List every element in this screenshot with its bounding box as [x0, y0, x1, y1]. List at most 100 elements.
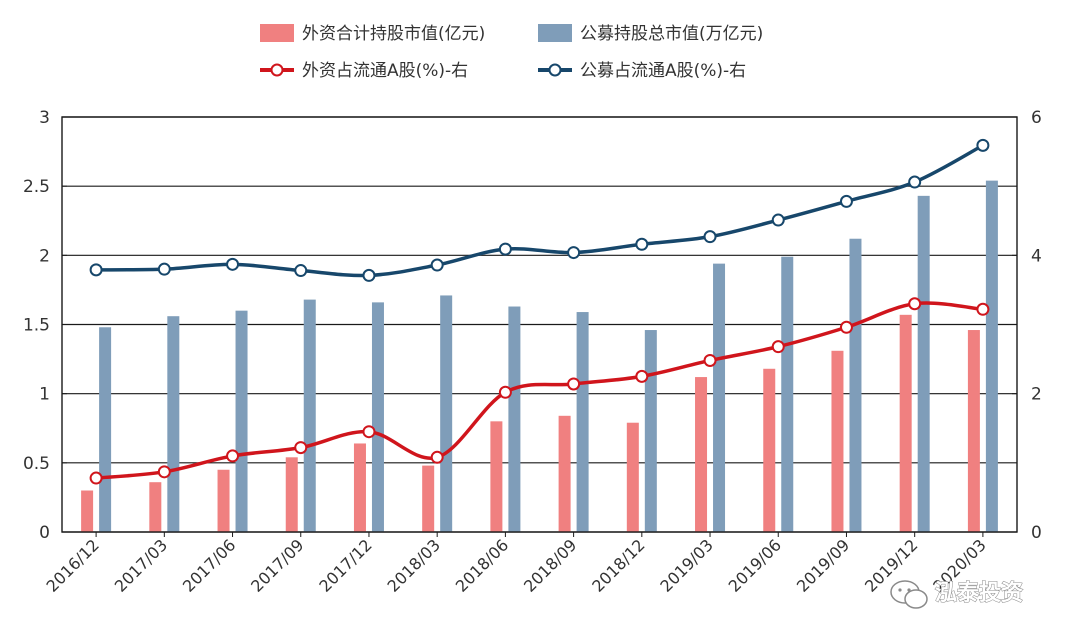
bar-foreign: [763, 368, 776, 532]
line-point: [567, 246, 581, 260]
bar-foreign: [149, 482, 162, 532]
line-point: [226, 449, 240, 463]
line-point: [908, 175, 922, 189]
bar-fund: [235, 310, 248, 532]
line-point: [703, 353, 717, 367]
bar-foreign: [422, 465, 435, 532]
legend-label: 外资合计持股市值(亿元): [302, 24, 485, 44]
y2-tick-label: 6: [1031, 108, 1042, 128]
watermark: 泓泰投资: [890, 580, 1024, 609]
x-tick-label: 2019/03: [656, 535, 716, 595]
line-point: [89, 263, 103, 277]
x-tick-label: 2017/06: [179, 535, 239, 595]
bar-fund: [781, 256, 794, 532]
line-point: [430, 450, 444, 464]
bar-foreign: [967, 330, 980, 532]
line-point: [635, 369, 649, 383]
x-tick-label: 2017/03: [111, 535, 171, 595]
gridlines: [62, 116, 1017, 533]
line-point: [362, 425, 376, 439]
y-tick-label: 3: [39, 108, 50, 128]
y2-tick-label: 4: [1031, 246, 1042, 266]
line-point: [908, 297, 922, 311]
line-point: [89, 471, 103, 485]
wechat-icon: [890, 580, 928, 609]
bar-foreign: [81, 490, 94, 532]
line-point: [703, 230, 717, 244]
y-axis-right: 0 2 4 6: [1012, 108, 1042, 543]
watermark-text: 泓泰投资: [935, 581, 1023, 606]
line-point: [839, 320, 853, 334]
y-tick-label: 2: [39, 246, 50, 266]
x-tick-label: 2018/12: [588, 535, 648, 595]
line-point: [839, 194, 853, 208]
bar-foreign: [831, 350, 844, 532]
legend-label: 外资占流通A股(%)-右: [302, 61, 468, 81]
x-tick-label: 2019/09: [793, 535, 853, 595]
bar-foreign: [899, 314, 912, 532]
bar-fund: [303, 299, 316, 532]
x-tick-label: 2018/03: [384, 535, 444, 595]
x-tick-label: 2017/09: [247, 535, 307, 595]
x-tick-label: 2019/06: [725, 535, 785, 595]
line-point: [294, 441, 308, 455]
line-point: [498, 242, 512, 256]
line-point: [635, 237, 649, 251]
bar-fund: [440, 295, 453, 532]
bar-foreign: [490, 421, 503, 532]
line-point: [771, 213, 785, 227]
bar-fund: [985, 180, 998, 532]
bar-fund: [576, 312, 589, 532]
line-point: [567, 377, 581, 391]
line-point: [157, 262, 171, 276]
legend: 外资合计持股市值(亿元) 公募持股总市值(万亿元) 外资占流通A股(%)-右 公募占流…: [260, 24, 763, 81]
line-point: [226, 257, 240, 271]
y-tick-label: 0.5: [23, 454, 50, 474]
legend-swatch-marker: [548, 63, 562, 77]
bar-foreign: [626, 422, 639, 532]
bar-foreign: [695, 377, 708, 532]
y-tick-label: 0: [39, 523, 50, 543]
line-point: [771, 340, 785, 354]
bar-foreign: [353, 443, 366, 532]
y-axis-left: 0 0.5 1 1.5 2 2.5 3: [23, 108, 67, 543]
legend-label: 公募占流通A股(%)-右: [580, 61, 746, 81]
line-point: [362, 268, 376, 282]
y2-tick-label: 2: [1031, 385, 1042, 405]
bar-fund: [167, 316, 180, 532]
line-point: [976, 138, 990, 152]
x-tick-label: 2018/09: [520, 535, 580, 595]
line-point: [430, 258, 444, 272]
bar-fund: [644, 330, 657, 532]
bar-foreign: [558, 415, 571, 532]
series-line-foreign: [95, 301, 984, 480]
x-axis: 2016/12 2017/03 2017/06 2017/09 2017/12 2018/…: [43, 532, 990, 596]
y-tick-label: 2.5: [23, 177, 50, 197]
bar-fund: [99, 327, 112, 532]
x-tick-label: 2016/12: [43, 535, 103, 595]
bar-fund: [849, 238, 862, 532]
bar-fund: [508, 306, 521, 532]
lines-layer: [89, 138, 990, 485]
legend-swatch-marker: [270, 63, 284, 77]
bar-foreign: [217, 469, 230, 532]
x-tick-label: 2017/12: [315, 535, 375, 595]
bar-fund: [917, 195, 930, 532]
line-point: [976, 302, 990, 316]
bar-foreign: [285, 457, 298, 532]
line-point: [157, 465, 171, 479]
bar-fund: [371, 302, 384, 532]
bars-layer: [81, 180, 998, 532]
line-point: [294, 264, 308, 278]
line-point: [498, 385, 512, 399]
y-tick-label: 1.5: [23, 316, 50, 336]
y-tick-label: 1: [39, 385, 50, 405]
x-tick-label: 2018/06: [452, 535, 512, 595]
legend-label: 公募持股总市值(万亿元): [580, 24, 763, 44]
legend-swatch-bar: [538, 24, 572, 42]
y2-tick-label: 0: [1031, 523, 1042, 543]
legend-swatch-bar: [260, 24, 294, 42]
bar-fund: [713, 263, 726, 532]
